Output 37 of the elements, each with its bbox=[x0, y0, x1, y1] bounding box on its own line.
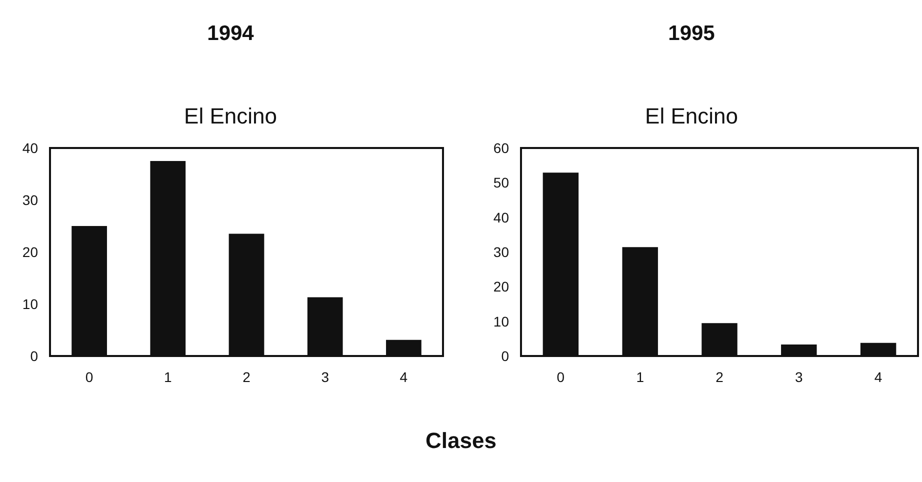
y-tick-label: 20 bbox=[22, 244, 38, 260]
y-tick-label: 50 bbox=[493, 174, 510, 191]
x-tick-label: 0 bbox=[556, 369, 565, 385]
bar bbox=[150, 161, 186, 356]
bar bbox=[386, 340, 422, 356]
bar bbox=[860, 342, 896, 356]
x-tick-label: 4 bbox=[400, 369, 408, 385]
x-tick-label: 3 bbox=[321, 369, 330, 385]
y-tick-label: 30 bbox=[22, 192, 38, 208]
bar bbox=[307, 297, 343, 356]
bar bbox=[72, 226, 107, 356]
y-tick-label: 30 bbox=[493, 244, 510, 260]
bar bbox=[622, 247, 658, 356]
y-tick-label: 20 bbox=[493, 278, 510, 295]
bar bbox=[228, 234, 264, 356]
x-tick-label: 4 bbox=[874, 369, 882, 385]
x-tick-label: 0 bbox=[85, 369, 94, 385]
x-tick-label: 3 bbox=[795, 369, 803, 385]
x-tick-label: 1 bbox=[636, 369, 644, 385]
y-tick-label: 10 bbox=[22, 296, 38, 312]
bar bbox=[781, 344, 817, 356]
y-tick-label: 40 bbox=[493, 209, 510, 226]
x-tick-label: 2 bbox=[716, 369, 724, 385]
y-tick-label: 0 bbox=[30, 348, 38, 364]
bar bbox=[542, 172, 579, 356]
y-tick-label: 0 bbox=[501, 348, 510, 364]
x-axis-title: Clases bbox=[424, 428, 498, 454]
y-tick-label: 10 bbox=[493, 313, 510, 330]
x-tick-label: 1 bbox=[164, 369, 172, 385]
y-tick-label: 40 bbox=[22, 140, 38, 156]
y-tick-label: 60 bbox=[493, 140, 510, 156]
chart-subtitle: El Encino bbox=[645, 104, 738, 128]
bar bbox=[702, 323, 738, 356]
chart-title: 1995 bbox=[668, 22, 716, 45]
chart-title: 1994 bbox=[207, 22, 254, 45]
x-tick-label: 2 bbox=[242, 369, 251, 385]
chart-subtitle: El Encino bbox=[184, 104, 277, 128]
